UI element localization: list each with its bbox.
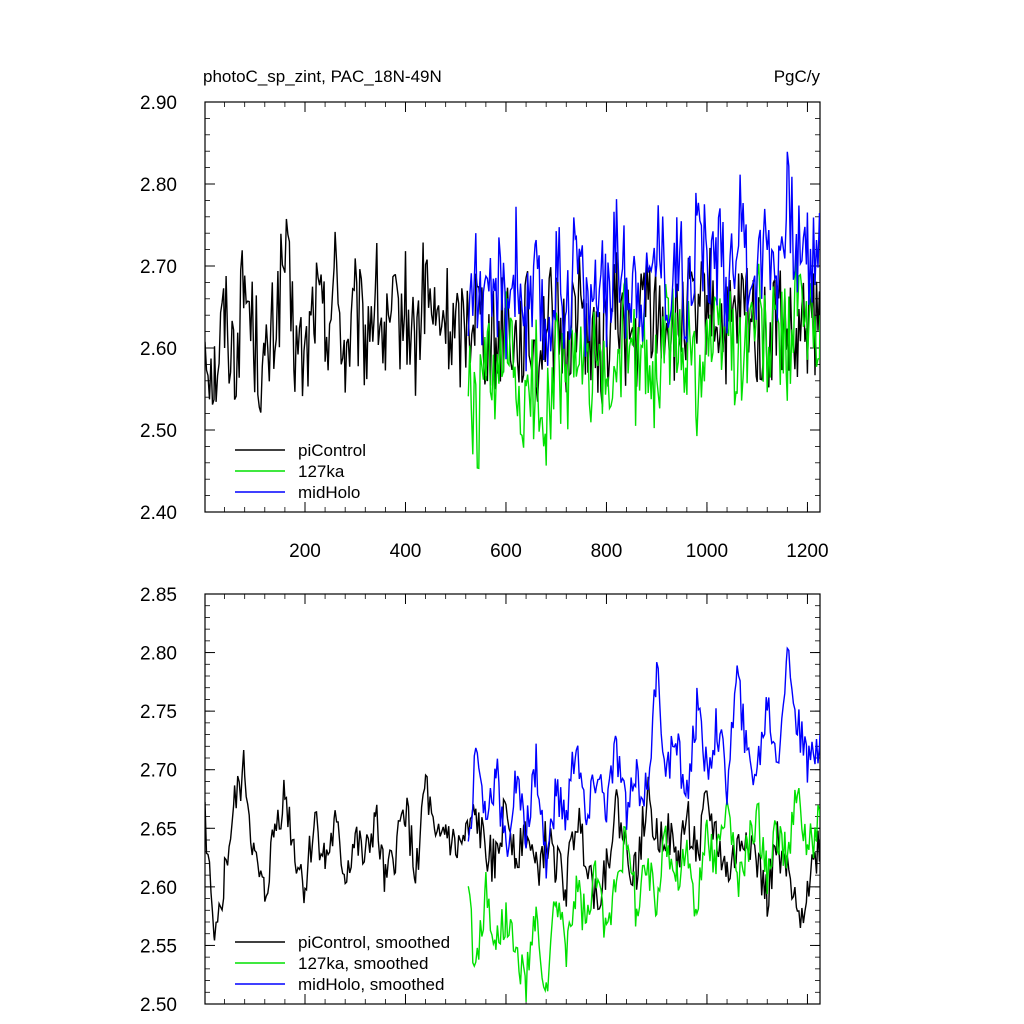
top-ytick-label: 2.40: [140, 503, 177, 524]
bottom-axis-ticks: 2.50 2.55 2.60 2.65 2.70 2.75 2.80 2.85: [140, 585, 820, 1016]
top-ytick-label: 2.90: [140, 93, 177, 114]
bottom-ytick-label: 2.70: [140, 761, 177, 782]
bottom-legend: piControl, smoothed 127ka, smoothed midHol…: [235, 933, 450, 994]
bottom-series-group: [205, 646, 820, 1002]
bottom-ytick-label: 2.85: [140, 585, 177, 606]
top-xtick-label: 800: [591, 541, 623, 562]
bottom-series-line-picontrol-smoothed: [205, 749, 820, 941]
bottom-series-line-midholo-smoothed: [467, 646, 820, 879]
bottom-ytick-label: 2.55: [140, 936, 177, 957]
bottom-ytick-label: 2.65: [140, 819, 177, 840]
top-ytick-label: 2.60: [140, 339, 177, 360]
bottom-legend-label: 127ka, smoothed: [298, 954, 428, 973]
top-legend: piControl 127ka midHolo: [235, 441, 366, 502]
bottom-ytick-label: 2.80: [140, 644, 177, 665]
bottom-ytick-label: 2.75: [140, 702, 177, 723]
top-ytick-label: 2.50: [140, 421, 177, 442]
top-chart-title: photoC_sp_zint, PAC_18N-49N: [203, 67, 442, 86]
bottom-ytick-label: 2.60: [140, 878, 177, 899]
bottom-panel: 2.50 2.55 2.60 2.65 2.70 2.75 2.80 2.85 piContr…: [140, 585, 821, 1016]
top-legend-label: piControl: [298, 441, 366, 460]
bottom-ytick-label: 2.50: [140, 995, 177, 1016]
bottom-plot-frame: [204, 593, 821, 1005]
top-chart-units: PgC/y: [774, 67, 821, 86]
top-ytick-label: 2.70: [140, 257, 177, 278]
bottom-legend-label: piControl, smoothed: [298, 933, 450, 952]
top-xtick-label: 600: [490, 541, 522, 562]
top-legend-label: midHolo: [298, 483, 360, 502]
top-series-group: [205, 151, 820, 470]
top-legend-label: 127ka: [298, 462, 345, 481]
top-axis-ticks: 2.40 2.50 2.60 2.70 2.80 2.90 200 400 600 800 1000…: [140, 93, 829, 562]
top-xtick-label: 1200: [786, 541, 828, 562]
top-series-line-midholo: [467, 151, 820, 372]
bottom-legend-label: midHolo, smoothed: [298, 975, 444, 994]
top-panel: photoC_sp_zint, PAC_18N-49N PgC/y 2.402.…: [140, 67, 829, 562]
top-xtick-label: 200: [289, 541, 321, 562]
bottom-series-line-127ka-smoothed: [467, 787, 820, 1002]
top-ytick-label: 2.80: [140, 175, 177, 196]
top-series-line-127ka: [467, 255, 820, 470]
top-xtick-label: 400: [390, 541, 422, 562]
top-xtick-label: 1000: [686, 541, 728, 562]
